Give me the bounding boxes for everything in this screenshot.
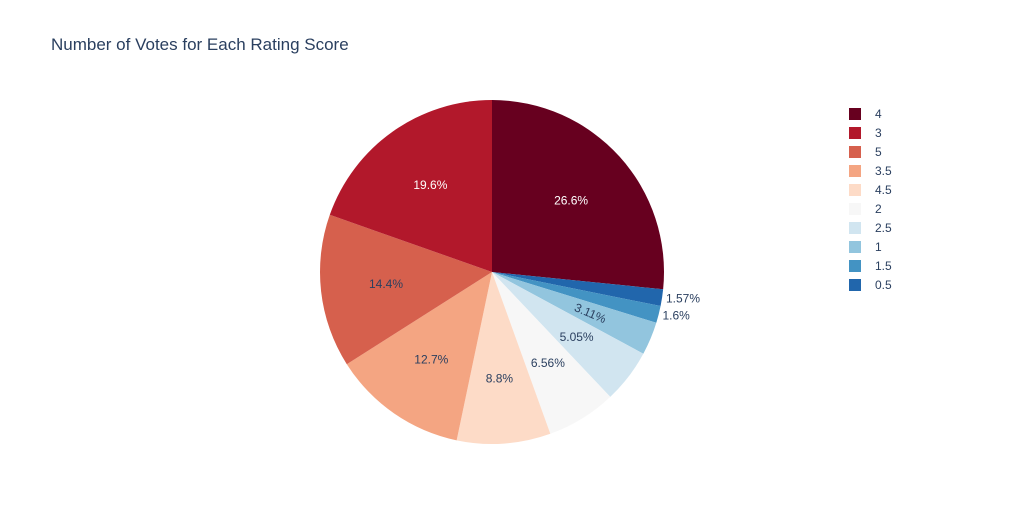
pie-labels: 26.6%1.57%1.6%3.11%5.05%6.56%8.8%12.7%14…	[369, 178, 700, 386]
legend-label-2[interactable]: 2	[875, 202, 882, 216]
pie-slice-0-5[interactable]	[492, 272, 664, 307]
legend-label-4-5[interactable]: 4.5	[875, 183, 892, 197]
pie-slice-1[interactable]	[492, 272, 657, 354]
legend-swatch-5[interactable]	[849, 146, 861, 158]
legend-swatch-4[interactable]	[849, 108, 861, 120]
legend-swatch-2[interactable]	[849, 203, 861, 215]
slice-label-1-5: 1.6%	[663, 309, 691, 323]
pie-slice-4[interactable]	[492, 100, 665, 290]
legend-label-4[interactable]: 4	[875, 107, 882, 121]
slice-label-5: 14.4%	[369, 277, 403, 291]
pie-slice-4-5[interactable]	[456, 272, 551, 445]
pie-slices	[320, 100, 665, 445]
legend-swatch-1[interactable]	[849, 241, 861, 253]
slice-label-0-5: 1.57%	[666, 291, 700, 305]
chart-title: Number of Votes for Each Rating Score	[51, 35, 349, 54]
legend-swatch-4-5[interactable]	[849, 184, 861, 196]
slice-label-2: 6.56%	[531, 356, 565, 370]
legend-label-0-5[interactable]: 0.5	[875, 278, 892, 292]
legend-swatch-1-5[interactable]	[849, 260, 861, 272]
pie-slice-5[interactable]	[320, 214, 492, 365]
legend: 4 3 5 3.5 4.5 2 2.5 1 1.5 0.5	[849, 107, 892, 292]
legend-label-1-5[interactable]: 1.5	[875, 259, 892, 273]
legend-label-3[interactable]: 3	[875, 126, 882, 140]
legend-label-2-5[interactable]: 2.5	[875, 221, 892, 235]
pie-slice-2[interactable]	[492, 272, 611, 434]
legend-label-1[interactable]: 1	[875, 240, 882, 254]
pie-slice-3-5[interactable]	[346, 272, 492, 441]
legend-swatch-2-5[interactable]	[849, 222, 861, 234]
slice-label-4: 26.6%	[554, 194, 588, 208]
slice-label-3-5: 12.7%	[414, 353, 448, 367]
legend-label-3-5[interactable]: 3.5	[875, 164, 892, 178]
pie-slice-2-5[interactable]	[492, 272, 644, 397]
legend-swatch-3-5[interactable]	[849, 165, 861, 177]
legend-swatch-0-5[interactable]	[849, 279, 861, 291]
slice-label-4-5: 8.8%	[486, 371, 514, 385]
pie-slice-3[interactable]	[329, 100, 492, 272]
legend-swatch-3[interactable]	[849, 127, 861, 139]
slice-label-3: 19.6%	[413, 178, 447, 192]
slice-label-2-5: 5.05%	[560, 330, 594, 344]
legend-label-5[interactable]: 5	[875, 145, 882, 159]
pie-slice-1-5[interactable]	[492, 272, 661, 323]
